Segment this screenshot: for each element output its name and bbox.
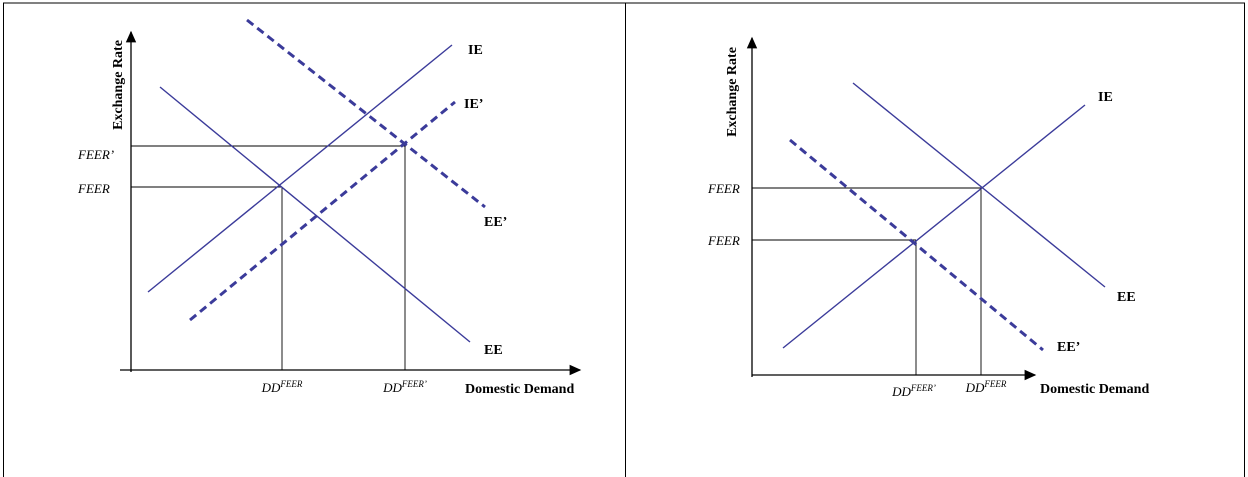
x-axis-label: Domestic Demand (465, 382, 574, 397)
curve-label: EE (484, 343, 503, 358)
x-tick-base: DD (891, 384, 911, 399)
x-tick-label: DDFEER (965, 379, 1007, 395)
ie-curve (782, 104, 1086, 349)
y-axis-label: Exchange Rate (725, 47, 740, 137)
x-axis-label: Domestic Demand (1040, 382, 1149, 397)
x-tick-label: DDFEER’ (382, 379, 427, 395)
ie-prime-curve (189, 100, 456, 322)
x-tick-sup: FEER (279, 379, 302, 389)
x-tick-sup: FEER’ (910, 383, 936, 393)
ee-prime-curve (789, 138, 1044, 352)
x-tick-label: DDFEER (261, 379, 303, 395)
y-tick-label: FEER’ (77, 147, 114, 162)
y-tick-label: FEER (707, 181, 740, 196)
ie-curve (147, 44, 453, 293)
y-tick-label: FEER (77, 181, 110, 196)
y-axis-label: Exchange Rate (111, 40, 126, 130)
curve-label: IE (468, 43, 483, 58)
curve-label: EE (1117, 290, 1136, 305)
curve-label: IE’ (464, 97, 483, 112)
x-tick-base: DD (261, 380, 281, 395)
x-tick-sup: FEER (983, 379, 1006, 389)
x-tick-base: DD (965, 380, 985, 395)
y-tick-label: FEER (707, 233, 740, 248)
x-tick-base: DD (382, 380, 402, 395)
ee-prime-curve (246, 18, 486, 209)
curve-label: EE’ (484, 215, 507, 230)
x-tick-sup: FEER’ (401, 379, 427, 389)
left-diagram: Exchange Rate Domestic Demand FEER’ FEER… (77, 18, 582, 397)
ee-curve (159, 86, 471, 343)
ee-curve (852, 82, 1106, 288)
frame (3, 2, 1245, 477)
right-diagram: Exchange Rate Domestic Demand FEER FEER … (707, 36, 1149, 399)
x-tick-label: DDFEER’ (891, 383, 936, 399)
curve-label: EE’ (1057, 340, 1080, 355)
curve-label: IE (1098, 90, 1113, 105)
